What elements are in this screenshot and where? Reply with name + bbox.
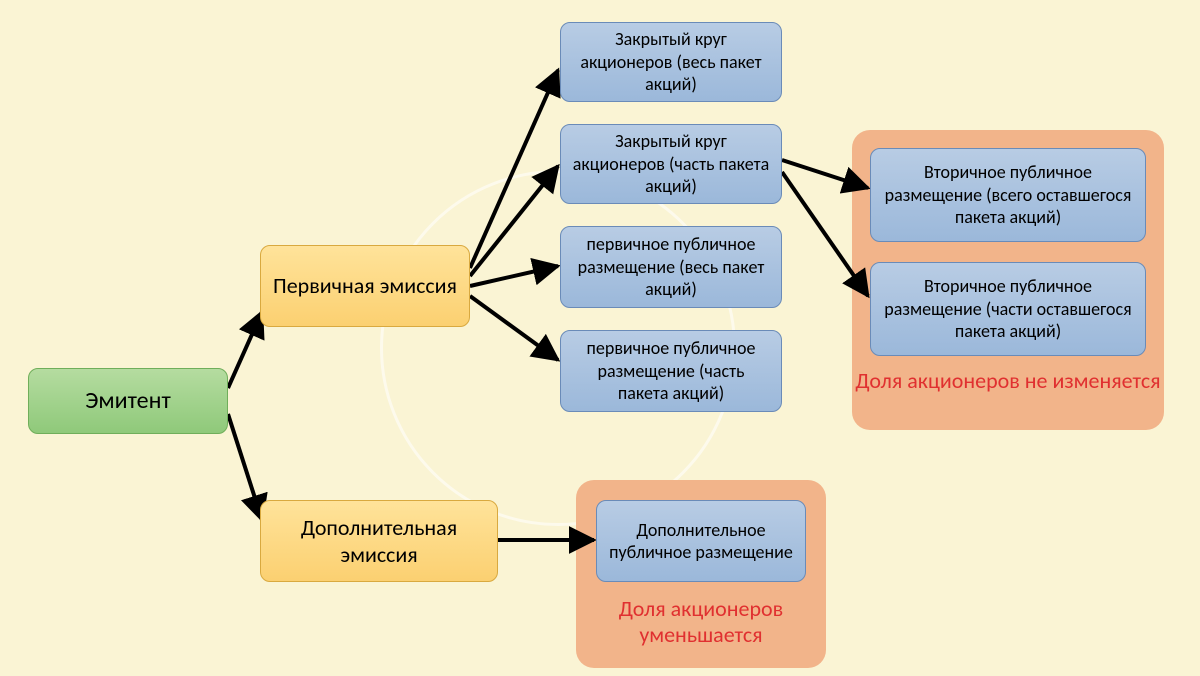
node-ipo-partial: первичное публичное размещение (часть па… xyxy=(560,330,782,412)
edge-emitter-additional xyxy=(228,414,262,520)
node-closed-partial: Закрытый круг акционеров (часть пакета а… xyxy=(560,124,782,204)
edge-primary-b4 xyxy=(470,296,558,360)
node-emitter: Эмитент xyxy=(28,368,228,434)
node-additional-emission: Дополнительная эмиссия xyxy=(260,500,498,582)
edge-emitter-primary xyxy=(228,312,262,388)
node-primary-emission: Первичная эмиссия xyxy=(260,245,470,327)
node-additional-public: Дополнительное публичное размещение xyxy=(596,500,806,582)
edge-primary-b2 xyxy=(470,166,558,276)
panel-bottom-caption: Доля акционеров уменьшается xyxy=(576,596,826,649)
edge-primary-b1 xyxy=(470,70,558,268)
edge-primary-b3 xyxy=(470,266,558,286)
node-ipo-full: первичное публичное размещение (весь пак… xyxy=(560,226,782,308)
node-closed-full: Закрытый круг акционеров (весь пакет акц… xyxy=(560,22,782,102)
node-secondary-full: Вторичное публичное размещение (всего ос… xyxy=(870,148,1146,242)
node-secondary-partial: Вторичное публичное размещение (части ос… xyxy=(870,262,1146,356)
panel-top-caption: Доля акционеров не изменяется xyxy=(852,368,1164,394)
